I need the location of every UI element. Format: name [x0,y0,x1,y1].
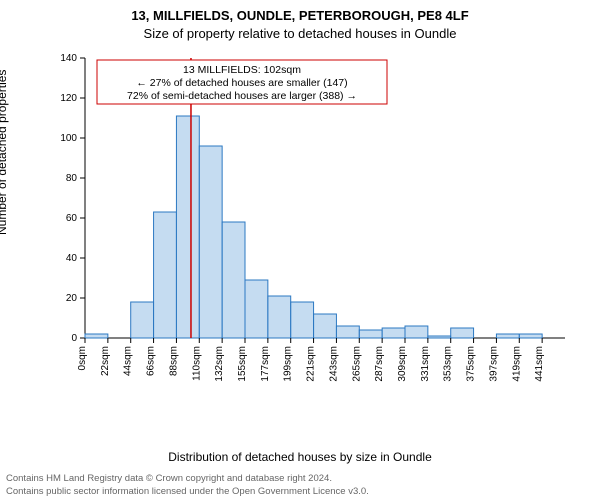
svg-text:140: 140 [60,53,77,64]
footer-attribution: Contains HM Land Registry data © Crown c… [6,473,594,498]
svg-text:80: 80 [66,173,78,184]
svg-text:0sqm: 0sqm [77,346,88,370]
infobox-line-2: ← 27% of detached houses are smaller (14… [136,77,347,89]
histogram-bar [382,328,405,338]
svg-text:287sqm: 287sqm [374,346,385,382]
svg-text:44sqm: 44sqm [123,346,134,376]
svg-text:155sqm: 155sqm [237,346,248,382]
svg-text:309sqm: 309sqm [397,346,408,382]
footer-line-1: Contains HM Land Registry data © Crown c… [6,473,594,485]
svg-text:397sqm: 397sqm [488,346,499,382]
histogram-chart: 0 20 40 60 80 100 120 140 0sqm 22sqm 44sqm 66sqm 88… [55,48,575,388]
footer-line-2: Contains public sector information licen… [6,486,594,498]
histogram-bar [199,146,222,338]
svg-text:441sqm: 441sqm [534,346,545,382]
svg-text:353sqm: 353sqm [443,346,454,382]
histogram-bar [314,314,337,338]
page-title-description: Size of property relative to detached ho… [0,26,600,41]
svg-text:110sqm: 110sqm [191,346,202,381]
svg-text:20: 20 [66,293,78,304]
x-axis-label: Distribution of detached houses by size … [0,450,600,464]
histogram-bar [291,302,314,338]
histogram-bar [245,280,268,338]
svg-text:221sqm: 221sqm [306,346,317,382]
histogram-bar [519,334,542,338]
svg-text:132sqm: 132sqm [214,346,225,382]
y-axis-label: Number of detached properties [0,70,9,235]
svg-text:120: 120 [60,93,77,104]
info-box: 13 MILLFIELDS: 102sqm ← 27% of detached … [97,60,387,104]
svg-text:331sqm: 331sqm [420,346,431,382]
svg-text:22sqm: 22sqm [100,346,111,376]
infobox-line-3: 72% of semi-detached houses are larger (… [127,90,357,102]
histogram-bar [154,212,177,338]
svg-text:100: 100 [60,133,77,144]
histogram-bar [451,328,474,338]
svg-text:243sqm: 243sqm [328,346,339,382]
histogram-bar [336,326,359,338]
y-axis-ticks: 0 20 40 60 80 100 120 140 [60,53,85,344]
histogram-bar [428,336,451,338]
x-axis-ticks: 0sqm 22sqm 44sqm 66sqm 88sqm 110sqm 132sqm 155s… [77,338,545,382]
histogram-bars [85,116,542,338]
svg-text:199sqm: 199sqm [283,346,294,382]
histogram-bar [131,302,154,338]
svg-text:375sqm: 375sqm [466,346,477,382]
svg-text:40: 40 [66,253,78,264]
svg-text:66sqm: 66sqm [146,346,157,376]
page-title-address: 13, MILLFIELDS, OUNDLE, PETERBOROUGH, PE… [0,8,600,23]
histogram-bar [496,334,519,338]
svg-text:177sqm: 177sqm [260,346,271,382]
histogram-bar [405,326,428,338]
svg-text:88sqm: 88sqm [168,346,179,376]
histogram-bar [222,222,245,338]
svg-text:265sqm: 265sqm [351,346,362,382]
histogram-bar [268,296,291,338]
histogram-bar [359,330,382,338]
infobox-line-1: 13 MILLFIELDS: 102sqm [183,64,301,76]
histogram-bar [85,334,108,338]
svg-text:0: 0 [71,333,77,344]
svg-text:419sqm: 419sqm [511,346,522,382]
svg-text:60: 60 [66,213,78,224]
histogram-bar [176,116,199,338]
